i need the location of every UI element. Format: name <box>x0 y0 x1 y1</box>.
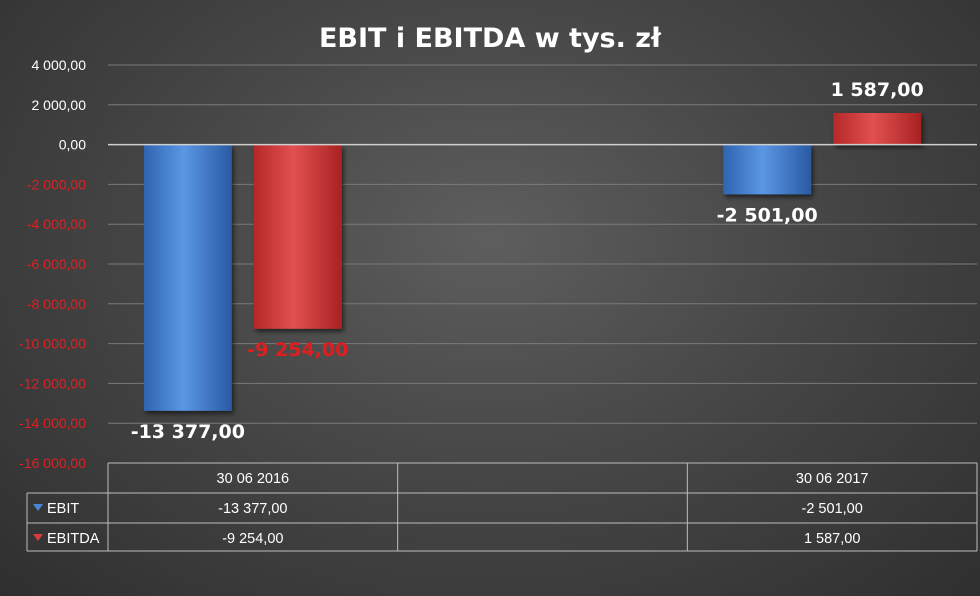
bar-ebit-0 <box>143 144 232 411</box>
y-tick-label: 2 000,00 <box>32 97 87 113</box>
y-tick-label: 4 000,00 <box>32 57 87 73</box>
legend-key-ebit <box>33 504 43 511</box>
y-tick-label: -10 000,00 <box>19 336 86 352</box>
table-cell: -13 377,00 <box>218 501 287 517</box>
category-label: 30 06 2016 <box>217 471 290 487</box>
y-tick-label: -8 000,00 <box>27 296 86 312</box>
series-name: EBITDA <box>47 531 100 547</box>
bar-ebitda-0 <box>253 144 342 329</box>
category-label: 30 06 2017 <box>796 471 869 487</box>
legend-key-ebitda <box>33 534 43 541</box>
table-cell: -2 501,00 <box>802 501 863 517</box>
y-tick-label: -16 000,00 <box>19 455 86 471</box>
data-label: -13 377,00 <box>131 421 245 443</box>
y-tick-label: -2 000,00 <box>27 176 86 192</box>
bar-ebitda-2 <box>833 113 922 145</box>
chart-title: EBIT i EBITDA w tys. zł <box>319 23 662 54</box>
y-tick-label: -14 000,00 <box>19 415 86 431</box>
series-name: EBIT <box>47 501 79 517</box>
table-cell: -9 254,00 <box>222 531 283 547</box>
y-tick-label: -6 000,00 <box>27 256 86 272</box>
data-label: -9 254,00 <box>247 339 348 361</box>
y-tick-label: -4 000,00 <box>27 216 86 232</box>
data-label: 1 587,00 <box>831 79 924 101</box>
y-tick-label: -12 000,00 <box>19 375 86 391</box>
y-tick-label: 0,00 <box>59 137 86 153</box>
bar-ebit-2 <box>723 144 812 195</box>
data-label: -2 501,00 <box>717 204 818 226</box>
table-cell: 1 587,00 <box>804 531 860 547</box>
